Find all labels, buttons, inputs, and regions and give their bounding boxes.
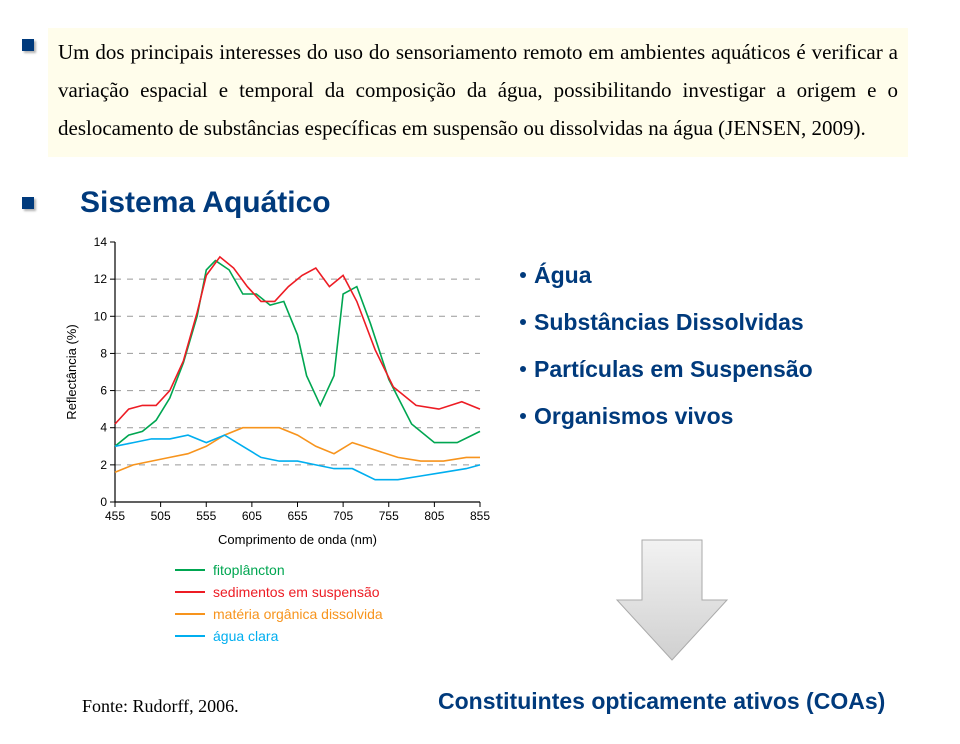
svg-text:455: 455 [105, 509, 125, 523]
svg-text:855: 855 [470, 509, 490, 523]
svg-text:4: 4 [100, 421, 107, 435]
list-item-label: Substâncias Dissolvidas [534, 309, 804, 335]
svg-text:Comprimento de onda (nm): Comprimento de onda (nm) [218, 532, 377, 547]
bullet-dot-icon [520, 319, 526, 325]
svg-text:705: 705 [333, 509, 353, 523]
svg-text:8: 8 [100, 346, 107, 360]
list-item: Organismos vivos [520, 393, 813, 440]
svg-text:2: 2 [100, 458, 107, 472]
svg-text:matéria orgânica dissolvida: matéria orgânica dissolvida [213, 606, 383, 622]
bullet-dot-icon [520, 413, 526, 419]
svg-text:água clara: água clara [213, 628, 279, 644]
list-item: Partículas em Suspensão [520, 346, 813, 393]
list-item-label: Partículas em Suspensão [534, 356, 813, 382]
bullet-list: Água Substâncias Dissolvidas Partículas … [520, 252, 813, 441]
svg-text:655: 655 [287, 509, 307, 523]
intro-paragraph: Um dos principais interesses do uso do s… [48, 28, 908, 157]
list-item-label: Água [534, 262, 592, 288]
svg-text:0: 0 [100, 495, 107, 509]
svg-text:805: 805 [424, 509, 444, 523]
bullet-dot-icon [520, 366, 526, 372]
svg-text:755: 755 [379, 509, 399, 523]
square-bullet-icon [22, 38, 44, 56]
svg-text:sedimentos em suspensão: sedimentos em suspensão [213, 584, 380, 600]
svg-text:fitoplâncton: fitoplâncton [213, 562, 285, 578]
list-item: Substâncias Dissolvidas [520, 299, 813, 346]
svg-text:505: 505 [151, 509, 171, 523]
list-item: Água [520, 252, 813, 299]
coa-caption: Constituintes opticamente ativos (COAs) [438, 688, 885, 715]
square-bullet-icon [22, 196, 44, 214]
svg-text:Reflectância (%): Reflectância (%) [64, 324, 79, 419]
svg-text:6: 6 [100, 384, 107, 398]
svg-text:12: 12 [94, 272, 108, 286]
source-caption: Fonte: Rudorff, 2006. [82, 696, 239, 717]
reflectance-chart: 0 2 4 6 8 10 12 14 455 505 555 605 655 705 755 805 855 Re… [60, 232, 490, 714]
bullet-dot-icon [520, 272, 526, 278]
list-item-label: Organismos vivos [534, 403, 733, 429]
section-heading: Sistema Aquático [80, 186, 331, 220]
svg-text:555: 555 [196, 509, 216, 523]
svg-text:10: 10 [94, 309, 108, 323]
svg-text:14: 14 [94, 235, 108, 249]
down-arrow-icon [612, 530, 732, 670]
svg-text:605: 605 [242, 509, 262, 523]
